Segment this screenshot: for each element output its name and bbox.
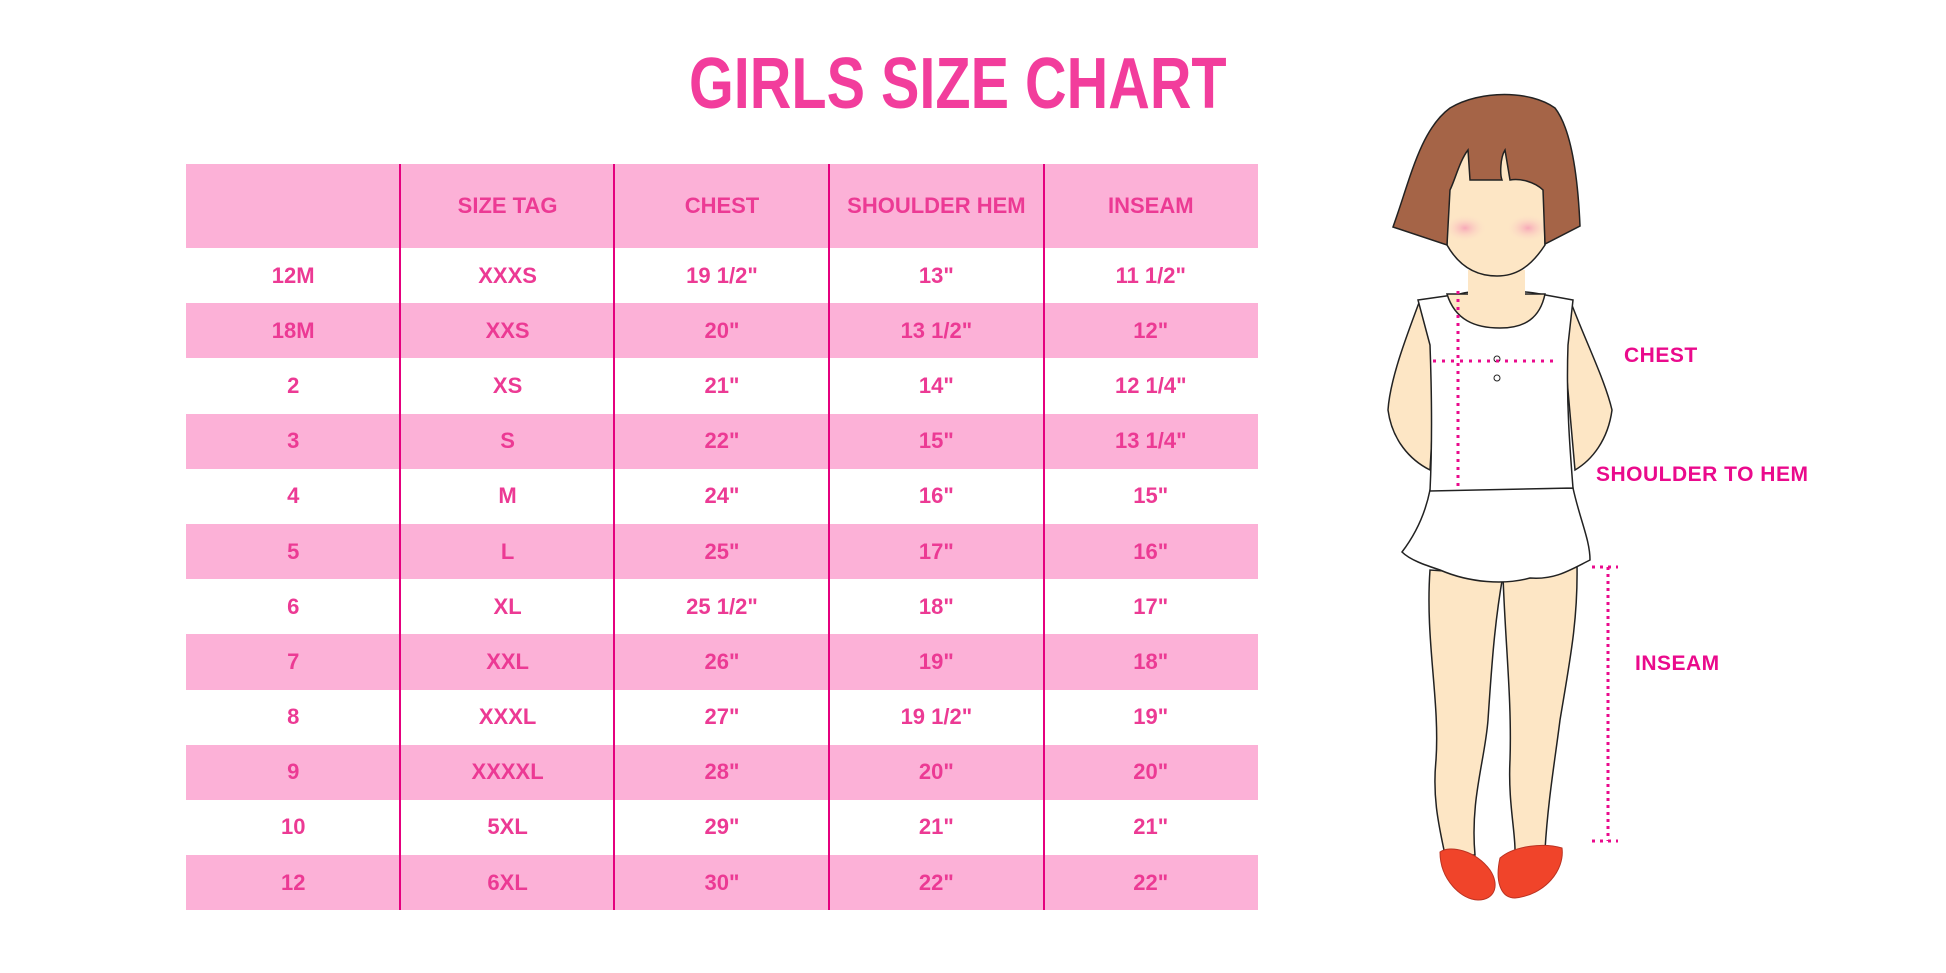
table-row: 7 XXL 26" 19" 18" (186, 634, 1258, 690)
table-cell: 14" (918, 372, 954, 398)
shoulder-to-hem-label: SHOULDER TO HEM (1596, 463, 1809, 486)
table-cell: 21" (918, 814, 954, 840)
table-cell: 17" (918, 538, 954, 564)
table-cell: 6 (287, 593, 300, 619)
table-row: 8 XXXL 27" 19 1/2" 19" (186, 689, 1258, 745)
size-table: SIZE TAG CHEST SHOULDER HEM INSEAM 12M XX… (186, 164, 1258, 911)
table-cell: 13 1/2" (900, 317, 973, 343)
table-cell: XXS (485, 317, 530, 343)
table-cell: 19" (1133, 704, 1169, 730)
table-cell: 16" (1133, 538, 1169, 564)
table-cell: 25 1/2" (686, 593, 758, 619)
table-row: 12 6XL 30" 22" 22" (186, 855, 1258, 911)
table-cell: 12" (1133, 317, 1169, 343)
table-cell: 20" (704, 317, 740, 343)
table-cell: 22" (1133, 869, 1169, 895)
table-cell: 15" (918, 428, 954, 454)
table-cell: 6XL (487, 869, 528, 895)
table-cell: 2 (287, 372, 300, 398)
table-cell: XL (493, 593, 522, 619)
header-cell: SIZE TAG (457, 193, 558, 218)
table-row: 18M XXS 20" 13 1/2" 12" (186, 303, 1258, 359)
table-cell: 4 (287, 483, 300, 509)
table-cell: 22" (704, 428, 740, 454)
table-cell: 29" (704, 814, 740, 840)
table-cell: 18M (271, 317, 315, 343)
table-cell: 20" (1133, 759, 1169, 785)
table-row: 10 5XL 29" 21" 21" (186, 799, 1258, 856)
table-cell: XXL (486, 648, 529, 674)
table-cell: 11 1/2" (1115, 262, 1186, 288)
table-cell: 15" (1133, 483, 1169, 509)
table-cell: 3 (287, 428, 300, 454)
table-row: 4 M 24" 16" 15" (186, 468, 1258, 524)
table-row: 3 S 22" 15" 13 1/4" (186, 413, 1258, 469)
table-cell: 30" (704, 869, 740, 895)
table-cell: 10 (280, 814, 306, 840)
table-cell: 5XL (487, 814, 528, 840)
table-row: 6 XL 25 1/2" 18" 17" (186, 579, 1258, 635)
column-divider (828, 164, 830, 910)
table-cell: 13 1/4" (1114, 428, 1187, 454)
table-cell: 28" (704, 759, 740, 785)
table-cell: 12 (280, 869, 306, 895)
table-cell: 18" (1133, 648, 1169, 674)
table-row: 2 XS 21" 14" 12 1/4" (186, 358, 1258, 414)
table-cell: 22" (918, 869, 954, 895)
table-row: 5 L 25" 17" 16" (186, 523, 1258, 580)
table-cell: 20" (918, 759, 954, 785)
table-cell: 17" (1133, 593, 1169, 619)
table-cell: 27" (704, 704, 740, 730)
table-cell: M (498, 483, 517, 509)
table-cell: 12 1/4" (1114, 372, 1187, 398)
table-cell: 19 1/2" (900, 704, 973, 730)
table-cell: XS (492, 372, 523, 398)
table-cell: S (500, 428, 515, 454)
table-row: 9 XXXXL 28" 20" 20" (186, 744, 1258, 800)
column-divider (613, 164, 615, 910)
header-cell: SHOULDER HEM (847, 193, 1026, 218)
table-cell: 18" (918, 593, 954, 619)
column-divider (399, 164, 401, 910)
table-cell: 8 (287, 704, 300, 730)
table-cell: XXXS (478, 262, 537, 288)
table-cell: XXXXL (471, 759, 544, 785)
table-cell: 16" (918, 483, 954, 509)
table-cell: 24" (704, 483, 740, 509)
table-row: 12M XXXS 19 1/2" 13" 11 1/2" (186, 248, 1258, 304)
table-cell: 5 (287, 538, 300, 564)
table-cell: 13" (918, 262, 954, 288)
page-title: GIRLS SIZE CHART (689, 44, 1227, 124)
table-cell: 19 1/2" (686, 262, 758, 288)
table-cell: 19" (918, 648, 954, 674)
table-cell: XXXL (478, 704, 537, 730)
table-cell: 21" (704, 372, 740, 398)
column-divider (1043, 164, 1045, 910)
chest-label: CHEST (1624, 344, 1698, 367)
header-cell: CHEST (684, 193, 760, 218)
table-cell: 7 (287, 648, 300, 674)
table-cell: L (500, 538, 515, 564)
table-cell: 25" (704, 538, 740, 564)
table-header: SIZE TAG CHEST SHOULDER HEM INSEAM (186, 164, 1258, 248)
header-cell: INSEAM (1107, 193, 1194, 218)
inseam-label: INSEAM (1635, 652, 1720, 675)
table-cell: 26" (704, 648, 740, 674)
table-cell: 9 (287, 759, 300, 785)
table-cell: 12M (271, 262, 315, 288)
table-cell: 21" (1133, 814, 1169, 840)
